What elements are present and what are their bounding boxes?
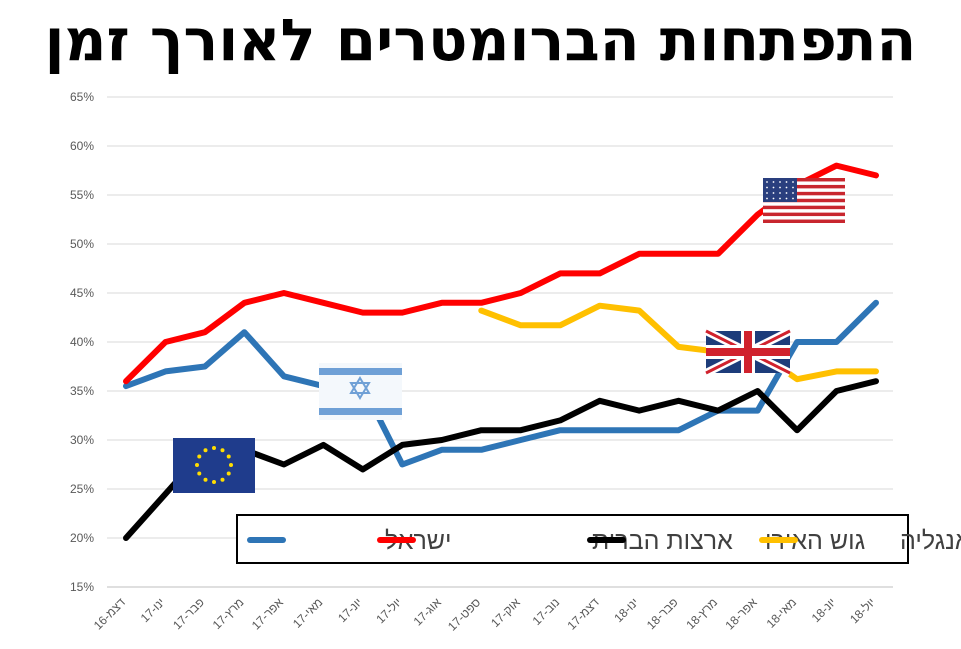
usa-flag-icon	[763, 178, 845, 223]
y-tick-label: 65%	[70, 90, 94, 104]
x-tick-label: יונ-17	[335, 595, 365, 625]
x-tick-label: דצמ-17	[564, 595, 602, 633]
series-line-1	[123, 162, 879, 385]
series-line-0	[123, 299, 879, 468]
x-tick-label: דצמ-16	[91, 595, 129, 633]
x-tick-label: יונ-18	[809, 595, 839, 625]
y-tick-label: 35%	[70, 384, 94, 398]
x-tick-label: ינו-17	[138, 595, 168, 625]
x-tick-label: מרץ-18	[683, 595, 720, 632]
x-tick-label: ספט-17	[445, 595, 483, 633]
y-tick-label: 50%	[70, 237, 94, 251]
y-tick-label: 45%	[70, 286, 94, 300]
y-tick-label: 20%	[70, 531, 94, 545]
series-line-3	[478, 302, 879, 383]
x-tick-label: אוג-17	[411, 595, 445, 629]
x-tick-label: יול-18	[847, 595, 878, 626]
x-tick-label: אוק-17	[488, 595, 523, 630]
x-tick-label: מרץ-17	[210, 595, 247, 632]
x-tick-label: פבר-17	[170, 595, 207, 632]
x-tick-label: פבר-18	[644, 595, 681, 632]
x-tick-label: מאי-17	[290, 595, 326, 631]
y-axis-ticks: 15% 20% 25% 30% 35% 40% 45% 50% 55% 60% 65%	[70, 90, 94, 594]
eu-flag-icon	[173, 438, 255, 493]
x-tick-label: אפר-17	[249, 595, 287, 633]
x-tick-label: מאי-18	[764, 595, 800, 631]
x-tick-label: אפר-18	[722, 595, 760, 633]
y-tick-label: 15%	[70, 580, 94, 594]
y-tick-label: 40%	[70, 335, 94, 349]
y-tick-label: 55%	[70, 188, 94, 202]
uk-flag-icon	[704, 327, 792, 377]
legend-label: אנגליה	[900, 527, 961, 555]
chart-title: התפתחות הברומטרים לאורך זמן	[44, 6, 917, 74]
israel-flag-icon	[319, 363, 402, 420]
x-tick-label: ינו-18	[611, 595, 641, 625]
y-tick-label: 60%	[70, 139, 94, 153]
y-tick-label: 30%	[70, 433, 94, 447]
x-tick-label: יול-17	[373, 595, 404, 626]
x-tick-label: נוב-17	[530, 595, 563, 628]
y-tick-label: 25%	[70, 482, 94, 496]
